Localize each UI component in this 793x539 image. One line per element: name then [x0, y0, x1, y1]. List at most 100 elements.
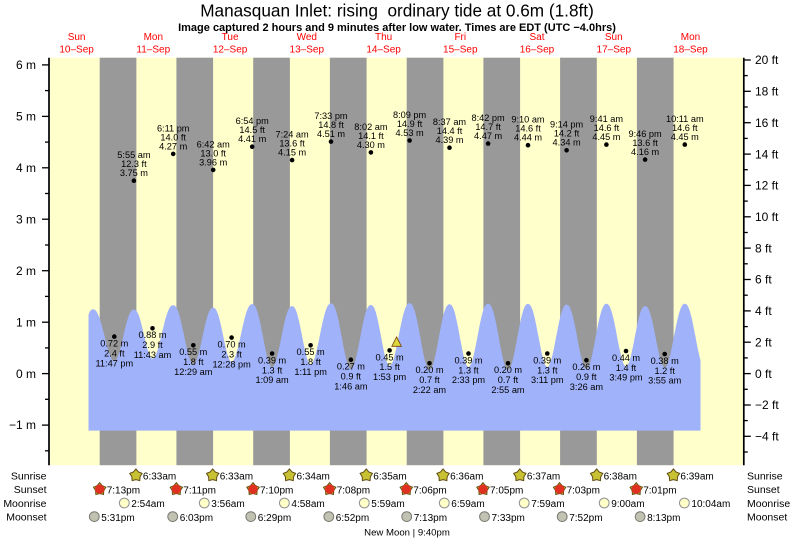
svg-text:8 ft: 8 ft — [755, 241, 772, 255]
svg-text:7:52pm: 7:52pm — [569, 513, 602, 524]
svg-text:0.27 m: 0.27 m — [337, 362, 365, 372]
svg-text:4 ft: 4 ft — [755, 304, 772, 318]
svg-text:6:59am: 6:59am — [451, 499, 484, 510]
svg-text:Moonrise: Moonrise — [747, 498, 790, 510]
svg-text:1:11 pm: 1:11 pm — [294, 367, 327, 377]
svg-text:3:56am: 3:56am — [211, 499, 244, 510]
svg-text:0.44 m: 0.44 m — [612, 353, 640, 363]
svg-text:4.15 m: 4.15 m — [278, 148, 306, 158]
svg-text:15–Sep: 15–Sep — [443, 45, 478, 56]
svg-text:4 m: 4 m — [16, 161, 36, 175]
svg-text:4.16 m: 4.16 m — [631, 147, 659, 157]
svg-text:13.6 ft: 13.6 ft — [632, 138, 658, 148]
svg-text:2:33 pm: 2:33 pm — [452, 375, 486, 385]
svg-text:4.45 m: 4.45 m — [592, 132, 620, 142]
svg-text:11:47 pm: 11:47 pm — [95, 358, 133, 368]
svg-text:14.6 ft: 14.6 ft — [594, 123, 620, 133]
svg-text:New Moon | 9:40pm: New Moon | 9:40pm — [364, 527, 450, 538]
svg-text:6 m: 6 m — [16, 58, 36, 72]
svg-text:9:46 pm: 9:46 pm — [628, 129, 662, 139]
svg-text:3.75 m: 3.75 m — [120, 168, 148, 178]
svg-text:6:03pm: 6:03pm — [180, 513, 213, 524]
svg-text:8:42 pm: 8:42 pm — [471, 113, 505, 123]
svg-text:0.45 m: 0.45 m — [376, 352, 404, 362]
svg-text:5:31pm: 5:31pm — [101, 513, 134, 524]
svg-text:12–Sep: 12–Sep — [213, 45, 248, 56]
svg-text:1.5 ft: 1.5 ft — [379, 362, 400, 372]
svg-text:6:54 pm: 6:54 pm — [236, 116, 270, 126]
svg-text:Image captured 2 hours and 9 m: Image captured 2 hours and 9 minutes aft… — [178, 22, 616, 34]
svg-text:Sunrise: Sunrise — [11, 470, 47, 482]
svg-text:6 ft: 6 ft — [755, 273, 772, 287]
svg-text:4.27 m: 4.27 m — [159, 141, 187, 151]
svg-text:Mon: Mon — [681, 32, 700, 43]
svg-text:0.70 m: 0.70 m — [218, 340, 246, 350]
svg-text:1.3 ft: 1.3 ft — [458, 365, 479, 375]
svg-text:7:11pm: 7:11pm — [183, 485, 216, 496]
svg-text:9:14 pm: 9:14 pm — [550, 120, 584, 130]
svg-text:Manasquan Inlet: rising ordin: Manasquan Inlet: rising ordinary tide at… — [200, 1, 594, 21]
svg-text:3.96 m: 3.96 m — [199, 157, 227, 167]
svg-text:16–Sep: 16–Sep — [520, 45, 555, 56]
svg-text:4.30 m: 4.30 m — [357, 140, 385, 150]
svg-text:3:26 am: 3:26 am — [570, 382, 604, 392]
svg-text:12:28 pm: 12:28 pm — [212, 359, 251, 369]
svg-text:2.9 ft: 2.9 ft — [142, 340, 163, 350]
svg-text:0.7 ft: 0.7 ft — [419, 375, 440, 385]
svg-text:2 m: 2 m — [16, 264, 36, 278]
svg-text:0.39 m: 0.39 m — [258, 355, 286, 365]
svg-text:0.9 ft: 0.9 ft — [576, 372, 597, 382]
svg-text:1 m: 1 m — [16, 315, 36, 329]
svg-text:20 ft: 20 ft — [755, 53, 779, 67]
svg-text:16 ft: 16 ft — [755, 116, 779, 130]
svg-text:14–Sep: 14–Sep — [366, 45, 401, 56]
svg-text:6:34am: 6:34am — [297, 472, 330, 483]
svg-text:9:10 am: 9:10 am — [511, 115, 545, 125]
svg-text:6:38am: 6:38am — [604, 472, 637, 483]
svg-text:4.47 m: 4.47 m — [474, 131, 502, 141]
svg-text:Sunrise: Sunrise — [747, 470, 783, 482]
svg-text:10 ft: 10 ft — [755, 210, 779, 224]
svg-text:9:41 am: 9:41 am — [590, 114, 624, 124]
svg-text:7:10pm: 7:10pm — [260, 485, 293, 496]
svg-text:14.9 ft: 14.9 ft — [397, 119, 423, 129]
svg-text:1.2 ft: 1.2 ft — [654, 366, 675, 376]
svg-text:7:33 pm: 7:33 pm — [314, 111, 348, 121]
svg-text:4.45 m: 4.45 m — [671, 132, 699, 142]
svg-text:7:01pm: 7:01pm — [643, 485, 676, 496]
svg-text:14.1 ft: 14.1 ft — [358, 131, 384, 141]
svg-text:14.8 ft: 14.8 ft — [318, 120, 344, 130]
svg-text:0.88 m: 0.88 m — [138, 330, 166, 340]
svg-text:7:13pm: 7:13pm — [107, 485, 140, 496]
svg-text:14.4 ft: 14.4 ft — [437, 126, 463, 136]
svg-text:1:46 am: 1:46 am — [334, 381, 368, 391]
svg-text:12.3 ft: 12.3 ft — [121, 159, 147, 169]
svg-text:14.5 ft: 14.5 ft — [239, 125, 265, 135]
svg-text:0 m: 0 m — [16, 367, 36, 381]
svg-text:Moonrise: Moonrise — [3, 498, 46, 510]
svg-text:2:55 am: 2:55 am — [491, 385, 525, 395]
svg-text:7:24 am: 7:24 am — [275, 130, 309, 140]
svg-text:14.6 ft: 14.6 ft — [672, 123, 698, 133]
svg-text:3:49 pm: 3:49 pm — [609, 373, 643, 383]
svg-text:6:52pm: 6:52pm — [336, 513, 369, 524]
svg-text:Moonset: Moonset — [6, 512, 46, 524]
svg-text:1.3 ft: 1.3 ft — [537, 365, 558, 375]
svg-text:2.3 ft: 2.3 ft — [221, 349, 242, 359]
svg-text:6:42 am: 6:42 am — [197, 139, 231, 149]
svg-text:Sat: Sat — [529, 32, 544, 43]
svg-text:13–Sep: 13–Sep — [290, 45, 325, 56]
svg-text:0.38 m: 0.38 m — [651, 356, 679, 366]
svg-text:Wed: Wed — [297, 32, 317, 43]
svg-text:0 ft: 0 ft — [755, 367, 772, 381]
svg-text:13.0 ft: 13.0 ft — [200, 148, 226, 158]
svg-text:0.72 m: 0.72 m — [100, 339, 128, 349]
svg-text:7:33pm: 7:33pm — [492, 513, 525, 524]
svg-text:1:09 am: 1:09 am — [255, 375, 289, 385]
svg-text:7:08pm: 7:08pm — [337, 485, 370, 496]
svg-text:Sun: Sun — [68, 32, 86, 43]
svg-text:0.39 m: 0.39 m — [454, 355, 482, 365]
svg-text:7:59am: 7:59am — [531, 499, 564, 510]
svg-text:7:06pm: 7:06pm — [413, 485, 446, 496]
svg-text:12:29 am: 12:29 am — [174, 367, 213, 377]
